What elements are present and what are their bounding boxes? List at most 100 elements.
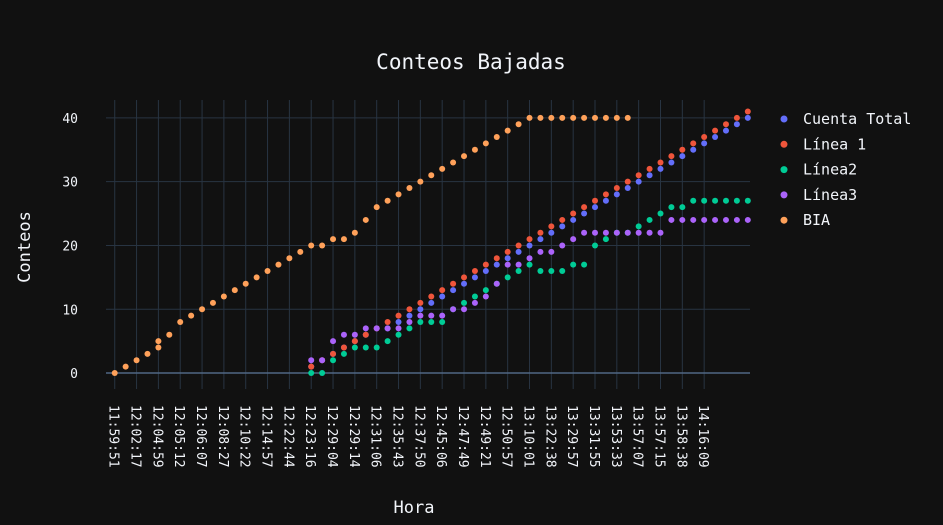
data-point[interactable] (177, 319, 184, 326)
data-point[interactable] (384, 197, 391, 204)
data-point[interactable] (264, 267, 271, 274)
data-point[interactable] (362, 331, 369, 338)
data-point[interactable] (330, 350, 337, 357)
data-point[interactable] (526, 242, 533, 249)
data-point[interactable] (613, 114, 620, 121)
data-point[interactable] (581, 229, 588, 236)
data-point[interactable] (526, 255, 533, 262)
data-point[interactable] (722, 127, 729, 134)
data-point[interactable] (395, 331, 402, 338)
data-point[interactable] (362, 216, 369, 223)
data-point[interactable] (635, 178, 642, 185)
data-point[interactable] (559, 242, 566, 249)
data-point[interactable] (373, 204, 380, 211)
data-point[interactable] (482, 261, 489, 268)
data-point[interactable] (570, 261, 577, 268)
data-point[interactable] (624, 178, 631, 185)
data-point[interactable] (351, 229, 358, 236)
data-point[interactable] (581, 114, 588, 121)
data-point[interactable] (504, 127, 511, 134)
data-point[interactable] (308, 242, 315, 249)
data-point[interactable] (340, 344, 347, 351)
legend[interactable]: Cuenta Total Línea 1 Línea2 Línea3 BIA (780, 110, 912, 229)
data-point[interactable] (690, 216, 697, 223)
legend-item[interactable]: Línea 1 (780, 135, 867, 153)
data-point[interactable] (570, 114, 577, 121)
data-point[interactable] (701, 140, 708, 147)
data-point[interactable] (635, 172, 642, 179)
data-point[interactable] (592, 204, 599, 211)
data-point[interactable] (340, 350, 347, 357)
data-point[interactable] (461, 299, 468, 306)
data-point[interactable] (493, 134, 500, 141)
data-point[interactable] (526, 261, 533, 268)
data-point[interactable] (428, 299, 435, 306)
data-point[interactable] (613, 229, 620, 236)
data-point[interactable] (286, 255, 293, 262)
data-point[interactable] (493, 261, 500, 268)
data-point[interactable] (406, 185, 413, 192)
data-point[interactable] (111, 370, 118, 377)
data-point[interactable] (613, 185, 620, 192)
data-point[interactable] (722, 121, 729, 128)
data-point[interactable] (515, 248, 522, 255)
data-point[interactable] (668, 159, 675, 166)
data-point[interactable] (701, 197, 708, 204)
data-point[interactable] (461, 274, 468, 281)
data-point[interactable] (319, 242, 326, 249)
data-point[interactable] (733, 216, 740, 223)
data-point[interactable] (417, 306, 424, 313)
data-point[interactable] (646, 216, 653, 223)
data-point[interactable] (646, 229, 653, 236)
data-point[interactable] (319, 357, 326, 364)
data-point[interactable] (624, 114, 631, 121)
data-point[interactable] (744, 114, 751, 121)
legend-item[interactable]: BIA (780, 211, 831, 229)
data-point[interactable] (297, 248, 304, 255)
data-point[interactable] (471, 146, 478, 153)
data-point[interactable] (373, 344, 380, 351)
data-point[interactable] (439, 293, 446, 300)
data-point[interactable] (701, 216, 708, 223)
data-point[interactable] (351, 344, 358, 351)
data-point[interactable] (461, 280, 468, 287)
data-point[interactable] (373, 325, 380, 332)
data-point[interactable] (504, 255, 511, 262)
data-point[interactable] (570, 236, 577, 243)
data-point[interactable] (362, 325, 369, 332)
data-point[interactable] (646, 165, 653, 172)
data-point[interactable] (406, 312, 413, 319)
data-point[interactable] (548, 267, 555, 274)
data-point[interactable] (471, 299, 478, 306)
data-point[interactable] (602, 236, 609, 243)
data-point[interactable] (133, 357, 140, 364)
data-point[interactable] (493, 280, 500, 287)
data-point[interactable] (319, 370, 326, 377)
data-point[interactable] (613, 191, 620, 198)
data-point[interactable] (209, 299, 216, 306)
data-point[interactable] (570, 210, 577, 217)
data-point[interactable] (275, 261, 282, 268)
data-point[interactable] (526, 236, 533, 243)
data-point[interactable] (635, 229, 642, 236)
data-point[interactable] (406, 325, 413, 332)
data-point[interactable] (515, 261, 522, 268)
data-point[interactable] (548, 223, 555, 230)
data-point[interactable] (395, 312, 402, 319)
data-point[interactable] (537, 267, 544, 274)
data-point[interactable] (515, 121, 522, 128)
data-point[interactable] (657, 159, 664, 166)
data-point[interactable] (471, 267, 478, 274)
data-point[interactable] (712, 216, 719, 223)
data-point[interactable] (624, 185, 631, 192)
data-point[interactable] (428, 172, 435, 179)
data-point[interactable] (450, 280, 457, 287)
data-point[interactable] (559, 223, 566, 230)
data-point[interactable] (428, 319, 435, 326)
data-point[interactable] (308, 363, 315, 370)
data-point[interactable] (592, 197, 599, 204)
data-point[interactable] (548, 248, 555, 255)
data-point[interactable] (657, 229, 664, 236)
data-point[interactable] (231, 287, 238, 294)
data-point[interactable] (340, 331, 347, 338)
